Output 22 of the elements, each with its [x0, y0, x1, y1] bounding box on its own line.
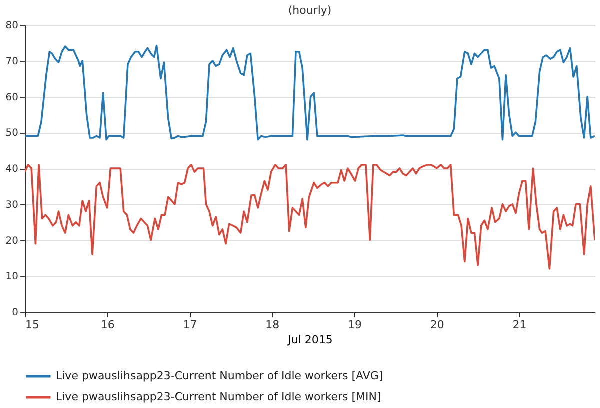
- x-tick-label: 21: [512, 318, 527, 332]
- y-tick-label: 40: [6, 164, 18, 175]
- y-tick-label: 70: [6, 56, 18, 68]
- legend-label: Live pwauslihsapp23-Current Number of Idle workers [AVG]: [56, 370, 384, 382]
- y-tick-label: 50: [6, 128, 18, 140]
- line-series: [25, 44, 595, 141]
- x-tick-label: 18: [266, 318, 280, 332]
- y-tick-label: 10: [6, 272, 18, 283]
- x-tick-label: 20: [430, 318, 444, 332]
- x-tick-label: 19: [348, 318, 362, 332]
- y-tick-label: 0: [12, 308, 18, 318]
- line-series: [25, 164, 595, 270]
- x-tick-label: 16: [100, 318, 115, 332]
- y-tick-label: 20: [6, 236, 18, 247]
- legend-label: Live pwauslihsapp23-Current Number of Idle workers [MIN]: [56, 390, 382, 404]
- chart-title: (hourly): [288, 4, 332, 17]
- y-tick-label: 30: [6, 200, 18, 211]
- y-tick-label: 80: [6, 20, 18, 32]
- x-tick-label: 17: [183, 318, 198, 332]
- x-axis-title: Jul 2015: [287, 334, 333, 346]
- y-tick-label: 60: [6, 92, 18, 104]
- x-tick-label: 15: [26, 318, 40, 332]
